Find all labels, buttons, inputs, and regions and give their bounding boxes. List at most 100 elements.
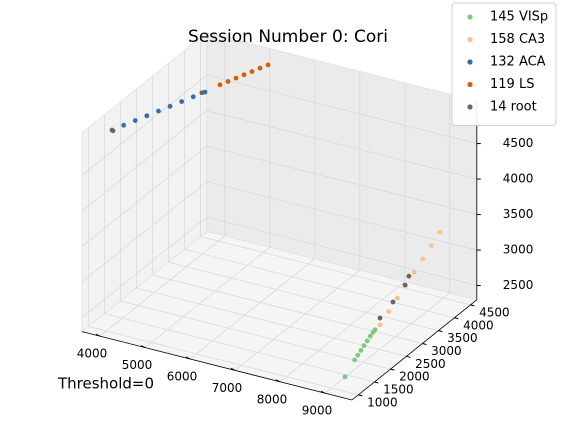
- grid-line: [189, 258, 316, 360]
- x-tick-label: 8000: [257, 392, 288, 406]
- grid-line: [206, 110, 477, 180]
- grid: [81, 37, 481, 401]
- point: [437, 229, 443, 235]
- point: [199, 90, 205, 96]
- z-tick-label: 4000: [503, 172, 534, 186]
- point: [411, 269, 417, 275]
- y-tick: [454, 317, 459, 320]
- grid-line: [234, 269, 361, 371]
- grid-line: [206, 145, 477, 215]
- point: [361, 343, 367, 349]
- y-tick-label: 4000: [463, 318, 494, 332]
- y-tick-label: 3000: [431, 344, 462, 358]
- grid-line: [81, 216, 208, 318]
- point: [121, 122, 127, 128]
- grid-line: [184, 248, 455, 319]
- point: [364, 338, 370, 344]
- point: [179, 99, 185, 104]
- y-tick: [422, 342, 427, 345]
- point: [367, 333, 373, 339]
- point: [352, 357, 358, 363]
- point: [342, 374, 348, 380]
- z-tick-label: 4500: [503, 136, 534, 150]
- point: [420, 256, 426, 262]
- y-tick-label: 4500: [479, 305, 510, 319]
- point: [217, 82, 223, 88]
- point: [225, 79, 231, 84]
- point: [110, 128, 116, 134]
- point: [132, 118, 138, 123]
- point: [257, 65, 263, 71]
- point: [156, 108, 161, 114]
- grid-line: [104, 313, 375, 383]
- grid-line: [88, 326, 359, 396]
- point: [355, 352, 361, 358]
- legend-marker: [467, 36, 473, 43]
- grid-line: [81, 74, 208, 176]
- legend: 145 VISp 158 CA3 132 ACA 119 LS 14 root: [451, 2, 557, 126]
- grid-line: [279, 281, 406, 383]
- legend-marker: [467, 59, 473, 65]
- y-tick-label: 1000: [367, 395, 398, 409]
- chart-title: Session Number 0: Cori: [188, 27, 388, 47]
- point: [167, 103, 173, 109]
- z-tick-label: 3500: [503, 207, 534, 221]
- point: [190, 94, 196, 100]
- legend-marker: [467, 104, 473, 110]
- legend-marker: [467, 14, 473, 20]
- legend-label: 119 LS: [490, 77, 534, 92]
- annotation: Threshold=0: [57, 375, 154, 393]
- legend-marker: [467, 81, 473, 88]
- x-tick-label: 9000: [302, 404, 333, 418]
- point: [428, 243, 434, 248]
- y-tick-label: 2500: [415, 357, 446, 371]
- grid-line: [206, 216, 477, 286]
- grid-line: [120, 300, 391, 370]
- axis-line: [351, 299, 478, 401]
- grid-line: [168, 261, 439, 331]
- y-tick: [390, 368, 395, 371]
- x-tick-label: 6000: [167, 369, 198, 383]
- labels: 4000500060007000800090001000150020002500…: [77, 136, 534, 418]
- point: [402, 282, 408, 288]
- y-tick-label: 2000: [399, 370, 430, 384]
- z-tick-label: 3000: [503, 243, 534, 257]
- x-tick-label: 4000: [77, 347, 108, 361]
- legend-label: 145 VISp: [490, 10, 548, 25]
- y-tick: [406, 355, 411, 358]
- grid-line: [206, 74, 477, 144]
- point: [233, 75, 239, 81]
- point: [406, 273, 412, 279]
- y-tick: [438, 330, 443, 333]
- grid-line: [152, 274, 423, 344]
- point: [249, 69, 255, 74]
- axis-line: [81, 331, 353, 401]
- legend-label: 132 ACA: [490, 55, 546, 70]
- y-tick: [358, 394, 363, 397]
- point: [377, 322, 383, 328]
- point: [265, 62, 271, 68]
- point: [394, 295, 400, 301]
- legend-label: 158 CA3: [490, 32, 545, 47]
- legend-label: 14 root: [490, 100, 537, 115]
- grid-line: [81, 145, 208, 247]
- x-tick-label: 7000: [212, 381, 243, 395]
- point: [144, 113, 150, 119]
- grid-line: [81, 181, 208, 283]
- z-tick-label: 2500: [503, 278, 534, 292]
- y-tick: [470, 304, 475, 307]
- point: [358, 348, 364, 353]
- grid-line: [144, 247, 271, 348]
- grid-line: [200, 236, 471, 306]
- panes: [81, 31, 478, 401]
- y-tick: [374, 381, 379, 384]
- point: [377, 315, 383, 321]
- point: [386, 309, 392, 314]
- point: [390, 299, 396, 305]
- grid-line: [136, 287, 407, 357]
- point: [241, 72, 247, 78]
- legend-box: [451, 2, 557, 126]
- y-tick-label: 3500: [447, 331, 478, 345]
- y-tick-label: 1500: [383, 383, 414, 397]
